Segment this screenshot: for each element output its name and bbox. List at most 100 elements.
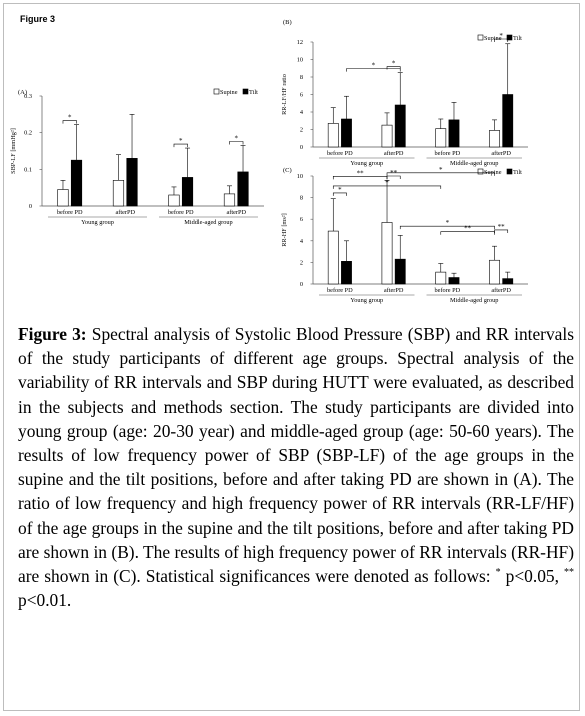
sig-label-c-2: * [439,166,443,174]
sig-text-single: p<0.05, [500,566,564,587]
category-label-b-3: afterPD [491,150,511,157]
bar-c-supine-2 [435,271,447,285]
chart-panel-c: (C) 0 2 4 6 8 10 RR-HF [ms²] before PD afterPD bef… [281,166,528,304]
category-label-a-0: before PD [57,209,83,216]
bar-c-supine-0 [327,230,339,285]
group-label-a-0: Young group [81,219,114,226]
sig-bracket-b-2 [494,38,509,42]
figure-label: Figure 3 [20,14,56,24]
sig-label-c-0: ** [357,169,365,177]
legend-label-tilt-b: Tilt [513,35,522,42]
sig-label-a-2: * [235,135,239,143]
sig-mark-double: ** [564,567,574,579]
y-tick-label-a-3: 0.3 [24,93,32,100]
y-axis-label-c: RR-HF [ms²] [281,213,288,247]
legend-swatch-tilt-b [506,34,513,41]
caption-body: Spectral analysis of Systolic Blood Pres… [18,324,574,587]
y-tick-label-b-0: 0 [300,144,303,151]
group-label-a-1: Middle-aged group [184,219,232,226]
sig-bracket-a-0 [62,120,77,124]
sig-bracket-c-1 [332,192,347,196]
figure-caption: Figure 3: Spectral analysis of Systolic … [18,322,574,612]
sig-text-double: p<0.01. [18,590,72,611]
sig-label-a-0: * [68,114,72,122]
y-axis-label-a: SBP-LF [mmHg²] [10,128,17,174]
y-tick-label-c-2: 4 [300,238,304,245]
sig-label-b-1: * [392,60,396,68]
sig-bracket-c-7 [494,229,509,233]
y-tick-label-b-6: 12 [297,39,303,46]
sig-label-c-3: * [446,219,450,227]
legend-swatch-tilt-a [242,88,249,95]
bar-c-tilt-0 [341,261,352,285]
y-tick-label-c-4: 8 [300,195,303,202]
y-tick-label-b-5: 10 [297,57,303,64]
group-label-b-0: Young group [350,160,383,167]
panel-label-c: (C) [283,167,292,174]
legend-label-supine-a: Supine [220,89,238,96]
group-label-c-1: Middle-aged group [450,297,498,304]
sig-label-b-0: * [372,62,376,70]
figure-frame [3,3,580,711]
y-tick-label-b-1: 2 [300,127,303,134]
sig-label-c-7: ** [498,223,506,231]
legend-label-tilt-a: Tilt [249,89,258,96]
caption-title: Figure 3: [18,324,87,344]
y-tick-label-a-2: 0.2 [24,130,32,137]
chart-panel-b: (B) 0 2 4 6 8 10 12 RR-LF/HF ratio before PD after… [281,19,528,167]
group-label-c-0: Young group [350,297,383,304]
sig-bracket-c-4 [386,175,401,179]
legend-label-supine-c: Supine [484,169,502,176]
category-label-b-2: before PD [435,150,461,157]
bar-c-tilt-2 [448,277,460,285]
group-label-b-1: Middle-aged group [450,160,498,167]
sig-bracket-c-2 [386,172,495,176]
chart-panel-a: (A) 0 0.1 0.2 0.3 SBP-LF [mmHg²] before PD afte… [10,88,264,226]
y-tick-label-b-2: 4 [300,109,304,116]
bar-c-tilt-3 [502,278,514,285]
sig-label-c-1: * [338,186,342,194]
sig-bracket-b-1 [386,66,401,70]
bar-c-supine-1 [381,222,393,285]
sig-bracket-c-6 [440,231,495,235]
y-tick-label-c-1: 2 [300,259,303,266]
y-tick-label-a-0: 0 [29,203,32,210]
category-label-a-1: afterPD [115,209,135,216]
sig-mark-single: * [495,567,501,579]
panel-label-b: (B) [283,19,292,26]
sig-bracket-c-5 [332,185,442,189]
sig-label-b-2: * [499,32,503,40]
category-label-b-1: afterPD [384,150,404,157]
legend-label-supine-b: Supine [484,35,502,42]
y-tick-label-b-4: 8 [300,74,303,81]
bar-c-supine-3 [489,259,500,285]
sig-label-c-5: * [385,179,389,187]
sig-label-c-6: ** [464,225,472,233]
legend-swatch-supine-c [477,168,484,175]
y-tick-label-b-3: 6 [300,92,303,99]
category-label-a-3: afterPD [226,209,246,216]
legend-swatch-supine-a [213,88,220,95]
legend-label-tilt-c: Tilt [513,169,522,176]
category-label-b-0: before PD [327,150,353,157]
y-tick-label-c-5: 10 [297,173,303,180]
category-label-c-3: afterPD [491,287,511,294]
sig-bracket-c-3 [399,225,495,230]
sig-label-c-4: ** [390,169,398,177]
legend-swatch-supine-b [477,34,484,41]
y-axis-label-b: RR-LF/HF ratio [281,74,288,115]
y-tick-label-c-0: 0 [300,281,303,288]
y-tick-label-a-1: 0.1 [24,166,32,173]
legend-swatch-tilt-c [506,168,513,175]
sig-bracket-b-0 [346,68,401,72]
category-label-a-2: before PD [168,209,194,216]
y-tick-label-c-3: 6 [300,216,303,223]
category-label-c-1: afterPD [384,287,404,294]
category-label-c-2: before PD [435,287,461,294]
panel-label-a: (A) [18,89,27,96]
sig-bracket-a-1 [173,143,188,148]
sig-label-a-1: * [179,137,183,145]
category-label-c-0: before PD [327,287,353,294]
sig-bracket-a-2 [229,141,244,145]
bar-c-tilt-1 [394,258,406,285]
